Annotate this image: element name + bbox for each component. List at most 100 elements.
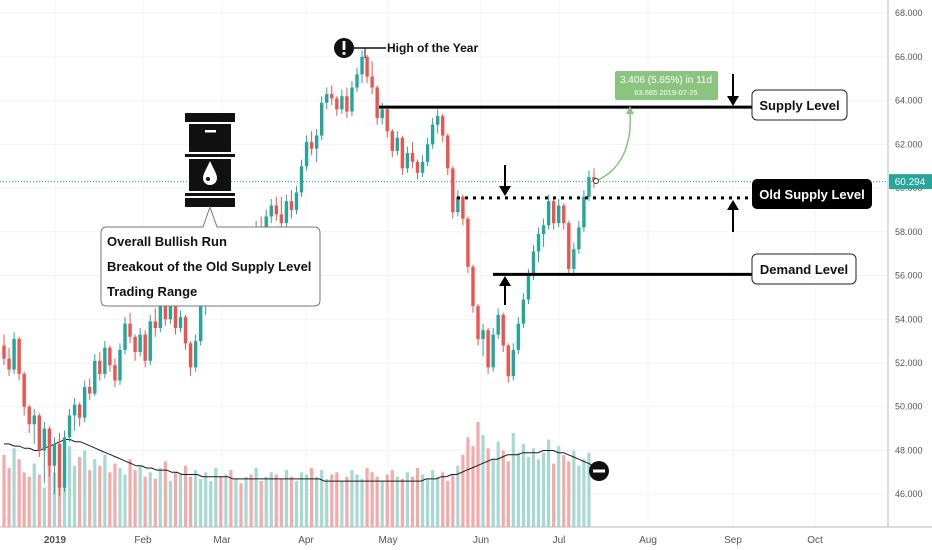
volume-bar	[88, 470, 92, 527]
projection-arrowhead	[626, 106, 634, 114]
volume-bar	[67, 446, 72, 527]
candle-body	[264, 216, 268, 234]
volume-bar	[330, 474, 334, 527]
volume-bar	[143, 476, 147, 527]
demand-up-arrow	[499, 276, 511, 305]
volume-bar	[461, 454, 465, 527]
candle-body	[168, 299, 173, 320]
candle-body	[521, 299, 526, 324]
candle-body	[128, 323, 132, 337]
volume-bar	[456, 465, 460, 527]
volume-bar	[229, 470, 233, 527]
volume-bar	[415, 467, 420, 527]
candle-body	[335, 98, 339, 110]
high-of-year-label: High of the Year	[387, 41, 478, 55]
candle-body	[294, 192, 299, 210]
volume-bar	[536, 459, 541, 527]
y-tick-label: 46.000	[895, 489, 923, 499]
volume-bar	[582, 459, 586, 527]
old-supply-level-box	[752, 179, 872, 209]
y-tick-label: 56.000	[895, 271, 923, 281]
volume-bar	[320, 470, 324, 527]
volume-bar	[113, 463, 117, 527]
candle-body	[355, 74, 359, 88]
volume-bar	[315, 476, 319, 527]
candle-body	[143, 334, 147, 361]
candle-body	[57, 443, 62, 488]
volume-bar	[340, 481, 344, 527]
candle-body	[541, 225, 546, 234]
volume-bar	[42, 487, 46, 527]
candle-body	[309, 142, 314, 149]
volume-bar	[264, 476, 268, 527]
volume-bar	[133, 470, 137, 527]
old-supply-down-arrow	[499, 165, 511, 196]
volume-bar	[178, 474, 183, 527]
volume-bar	[12, 448, 16, 527]
volume-bar	[451, 474, 455, 527]
volume-bar	[199, 478, 203, 527]
candle-body	[395, 137, 400, 151]
y-tick-label: 62.000	[895, 139, 923, 149]
candle-body	[32, 415, 36, 425]
candle-body	[67, 415, 72, 438]
volume-bar	[27, 476, 31, 527]
volume-bar	[194, 470, 198, 527]
candle-body	[511, 349, 516, 377]
volume-bar	[234, 478, 238, 527]
volume-bar	[284, 470, 288, 527]
y-tick-label: 54.000	[895, 314, 923, 324]
candle-body	[7, 358, 11, 370]
candle-body	[385, 109, 389, 132]
volume-bar	[274, 474, 278, 527]
oil-barrel-icon	[185, 113, 235, 207]
volume-bar	[335, 472, 339, 527]
y-tick-label: 66.000	[895, 52, 923, 62]
candle-body	[103, 347, 107, 374]
volume-bar	[436, 476, 440, 527]
candle-body	[380, 109, 384, 119]
candle-body	[27, 406, 31, 425]
candle-body	[506, 345, 510, 377]
volume-bar	[7, 467, 11, 527]
volume-bar	[405, 472, 410, 527]
volume-bar	[22, 472, 26, 527]
projection-label-box	[615, 71, 718, 100]
candle-body	[390, 131, 394, 151]
collapse-icon[interactable]	[589, 461, 609, 481]
volume-bar	[299, 472, 304, 527]
candle-body	[284, 201, 289, 224]
candle-body	[531, 251, 536, 276]
y-axis-ticks: 68.00066.00064.00062.00060.00058.00056.0…	[895, 8, 923, 499]
projection-label: 3.406 (5.65%) in 11d	[620, 75, 712, 86]
volume-bar	[420, 474, 425, 527]
candle-body	[435, 115, 440, 125]
y-tick-label: 52.000	[895, 358, 923, 368]
volume-bar	[380, 481, 384, 527]
note-trading-range: Trading Range	[107, 284, 197, 299]
volume-bar	[289, 476, 294, 527]
volume-bar	[587, 452, 591, 527]
x-tick-label: May	[379, 535, 398, 546]
volume-bar	[153, 478, 157, 527]
volume-bar	[93, 459, 97, 527]
candle-body	[491, 334, 495, 368]
candle-body	[22, 373, 26, 407]
candle-body	[47, 428, 52, 466]
volume-bar	[471, 446, 475, 527]
candle-body	[501, 314, 505, 346]
candle-body	[274, 205, 279, 215]
x-tick-label: Oct	[807, 535, 823, 546]
candle-body	[516, 323, 521, 350]
x-tick-label: Jun	[473, 535, 489, 546]
candle-body	[319, 102, 324, 136]
y-tick-label: 58.000	[895, 227, 923, 237]
volume-bar	[395, 476, 399, 527]
volume-bar	[577, 465, 581, 527]
candle-body	[425, 144, 430, 162]
volume-bar	[148, 472, 152, 527]
candle-body	[133, 336, 137, 353]
volume-bar	[370, 472, 374, 527]
candle-body	[2, 345, 6, 359]
